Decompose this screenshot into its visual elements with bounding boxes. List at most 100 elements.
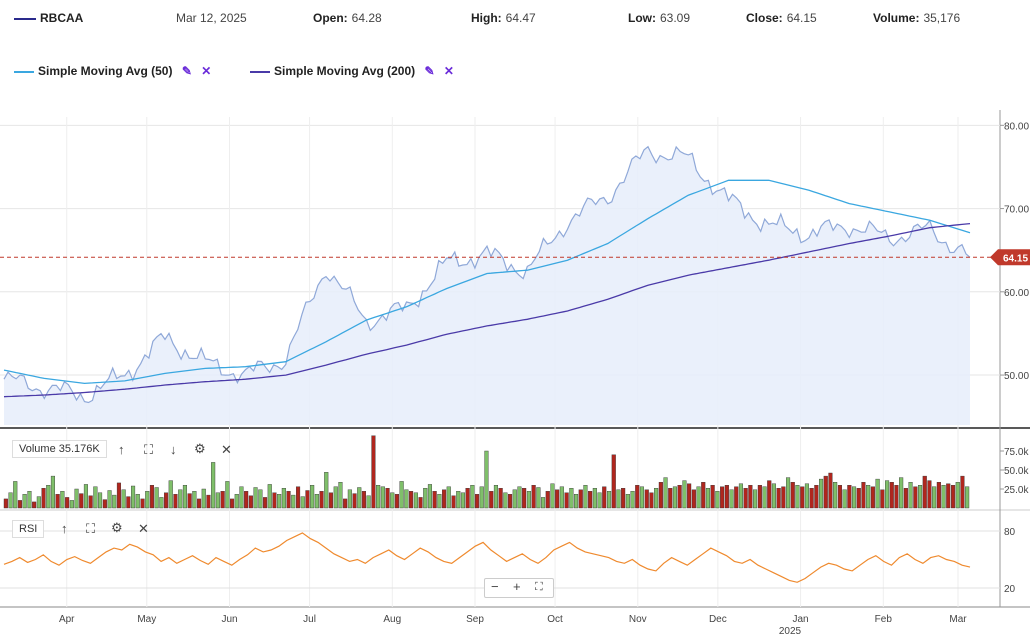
- volume-bar: [229, 498, 235, 509]
- zoom-out-button[interactable]: −: [491, 579, 499, 594]
- volume-bar: [837, 485, 842, 509]
- volume-bar: [470, 485, 475, 509]
- volume-bar: [465, 488, 470, 509]
- volume-bar: [753, 489, 758, 509]
- volume-bar: [955, 482, 960, 509]
- volume-bar: [446, 486, 451, 509]
- sma50-label: Simple Moving Avg (50): [38, 64, 173, 78]
- volume-bar: [762, 486, 767, 509]
- volume-bar: [343, 498, 348, 509]
- month-tick-label: Jul: [303, 614, 316, 625]
- close-icon[interactable]: ✕: [443, 64, 454, 78]
- volume-bar: [305, 490, 310, 509]
- high-value: 64.47: [505, 11, 536, 25]
- low-value: 63.09: [660, 11, 691, 25]
- volume-bar: [965, 486, 970, 509]
- volume-bar: [135, 494, 140, 509]
- volume-bar: [267, 484, 272, 509]
- volume-bar: [418, 497, 423, 509]
- volume-bar: [258, 489, 263, 509]
- volume-bar: [625, 494, 630, 509]
- volume-bar: [314, 494, 319, 509]
- volume-bar: [927, 480, 932, 509]
- symbol-line-swatch: [14, 17, 36, 20]
- volume-bar: [319, 491, 324, 509]
- volume-bar: [574, 494, 579, 509]
- volume-bar: [522, 488, 527, 509]
- volume-bar: [352, 493, 357, 509]
- volume-bar: [588, 491, 593, 509]
- volume-bar: [804, 483, 809, 509]
- volume-bar: [201, 488, 206, 509]
- month-tick-label: Jan: [793, 614, 809, 625]
- volume-bar: [555, 489, 560, 509]
- volume-bar: [366, 495, 371, 509]
- zoom-in-button[interactable]: +: [513, 579, 521, 594]
- volume-bar: [908, 482, 913, 509]
- month-tick-label: Dec: [709, 614, 727, 625]
- high-label: High:: [471, 11, 502, 25]
- volume-bar: [371, 435, 376, 509]
- volume-tick-label: 25.0k: [1004, 485, 1029, 496]
- close-icon[interactable]: ✕: [201, 64, 212, 78]
- volume-bar: [564, 492, 569, 509]
- volume-bar: [696, 486, 701, 509]
- volume-value: 35,176: [923, 11, 961, 25]
- volume-bar: [649, 492, 654, 509]
- volume-bar: [941, 485, 946, 509]
- volume-bar: [724, 485, 729, 509]
- volume-bar: [88, 495, 93, 509]
- volume-bar: [616, 489, 621, 509]
- volume-tick-label: 75.0k: [1004, 447, 1029, 458]
- volume-bar: [178, 489, 183, 509]
- volume-bar: [385, 488, 390, 509]
- volume-bar: [291, 494, 296, 509]
- volume-bar: [913, 486, 918, 509]
- gear-icon[interactable]: ⚙: [111, 520, 123, 535]
- quote-date: Mar 12, 2025: [176, 11, 247, 25]
- pencil-icon[interactable]: ✎: [424, 64, 435, 78]
- close-icon[interactable]: ✕: [138, 521, 149, 536]
- volume-bar: [112, 494, 117, 509]
- volume-bar: [880, 489, 885, 509]
- volume-bar: [145, 491, 150, 509]
- month-tick-label: Sep: [466, 614, 484, 625]
- close-label: Close:: [746, 11, 783, 25]
- pencil-icon[interactable]: ✎: [181, 64, 192, 78]
- volume-bar: [296, 486, 301, 509]
- maximize-icon[interactable]: ⛶: [144, 442, 154, 457]
- volume-bar: [611, 454, 616, 509]
- volume-bar: [163, 492, 169, 509]
- volume-bar: [310, 485, 315, 509]
- volume-bar: [206, 494, 211, 509]
- fit-icon[interactable]: ⛶: [535, 581, 543, 593]
- volume-bar: [376, 485, 381, 509]
- volume-bar: [286, 491, 291, 509]
- volume-bar: [404, 489, 409, 509]
- volume-bar: [918, 485, 923, 509]
- month-tick-label: Aug: [383, 614, 401, 625]
- maximize-icon[interactable]: ⛶: [86, 521, 96, 536]
- volume-bar: [743, 488, 748, 509]
- volume-bar: [729, 489, 734, 509]
- volume-bar: [244, 491, 249, 509]
- volume-bar: [592, 488, 597, 509]
- legend-sma50: Simple Moving Avg (50) ✎ ✕: [14, 64, 211, 78]
- gear-icon[interactable]: ⚙: [194, 441, 206, 456]
- volume-bar: [277, 494, 282, 509]
- volume-bar: [932, 486, 937, 509]
- move-up-icon[interactable]: ↑: [118, 442, 125, 457]
- move-down-icon[interactable]: ↓: [170, 442, 177, 457]
- move-up-icon[interactable]: ↑: [61, 521, 68, 536]
- close-icon[interactable]: ✕: [221, 442, 232, 457]
- volume-bar: [790, 482, 795, 509]
- sma50-line: [3, 179, 971, 385]
- volume-bar: [130, 485, 136, 509]
- volume-bar: [498, 488, 503, 509]
- volume-pane-label: Volume 35.176K: [12, 440, 107, 458]
- price-line: [3, 145, 971, 404]
- volume-bar: [889, 482, 894, 509]
- volume-bar: [607, 491, 612, 509]
- month-tick-label: Feb: [875, 614, 893, 625]
